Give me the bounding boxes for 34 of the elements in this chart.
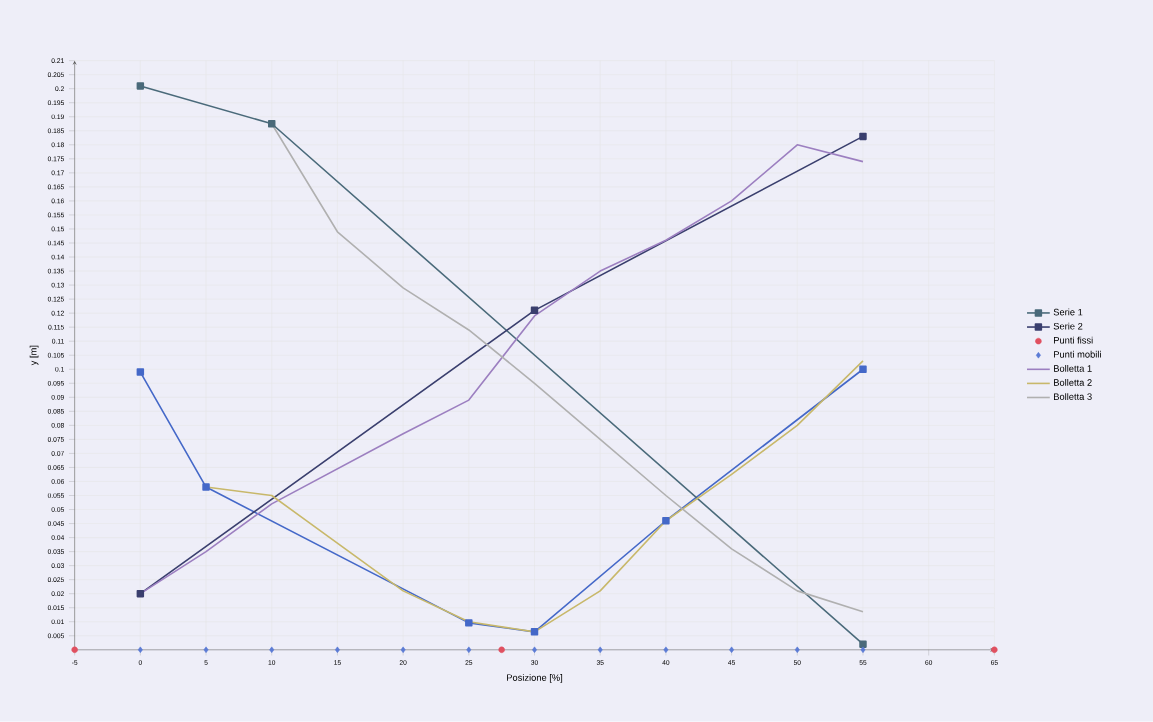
point — [663, 646, 669, 654]
point — [269, 646, 275, 654]
point — [597, 646, 603, 654]
legend-label: Punti fissi — [1054, 336, 1093, 344]
point — [859, 132, 867, 141]
point — [466, 646, 472, 654]
point — [137, 646, 143, 654]
point — [859, 640, 867, 649]
point — [662, 517, 670, 525]
point — [334, 646, 340, 654]
point — [729, 646, 735, 654]
y-axis-title: y [m] — [29, 345, 39, 366]
point — [530, 628, 539, 636]
point — [465, 619, 473, 627]
point — [136, 590, 145, 598]
point — [203, 646, 209, 654]
point — [859, 365, 867, 374]
point — [530, 306, 539, 315]
point — [268, 120, 276, 128]
point — [794, 646, 800, 654]
legend-label: Bolletta 2 — [1054, 379, 1092, 386]
legend-label: Bolletta 3 — [1054, 393, 1092, 401]
point — [136, 82, 145, 90]
legend-label: Serie 2 — [1053, 322, 1083, 330]
point — [202, 483, 210, 491]
point — [136, 368, 145, 376]
legend-label: Serie 1 — [1053, 308, 1083, 316]
point — [71, 646, 78, 654]
legend-label: Bolletta 1 — [1054, 365, 1092, 372]
x-axis-title: Posizione [%] — [507, 674, 563, 683]
point — [400, 646, 406, 654]
legend-label: Punti mobili — [1054, 350, 1101, 358]
point — [860, 646, 866, 654]
point — [498, 646, 505, 654]
